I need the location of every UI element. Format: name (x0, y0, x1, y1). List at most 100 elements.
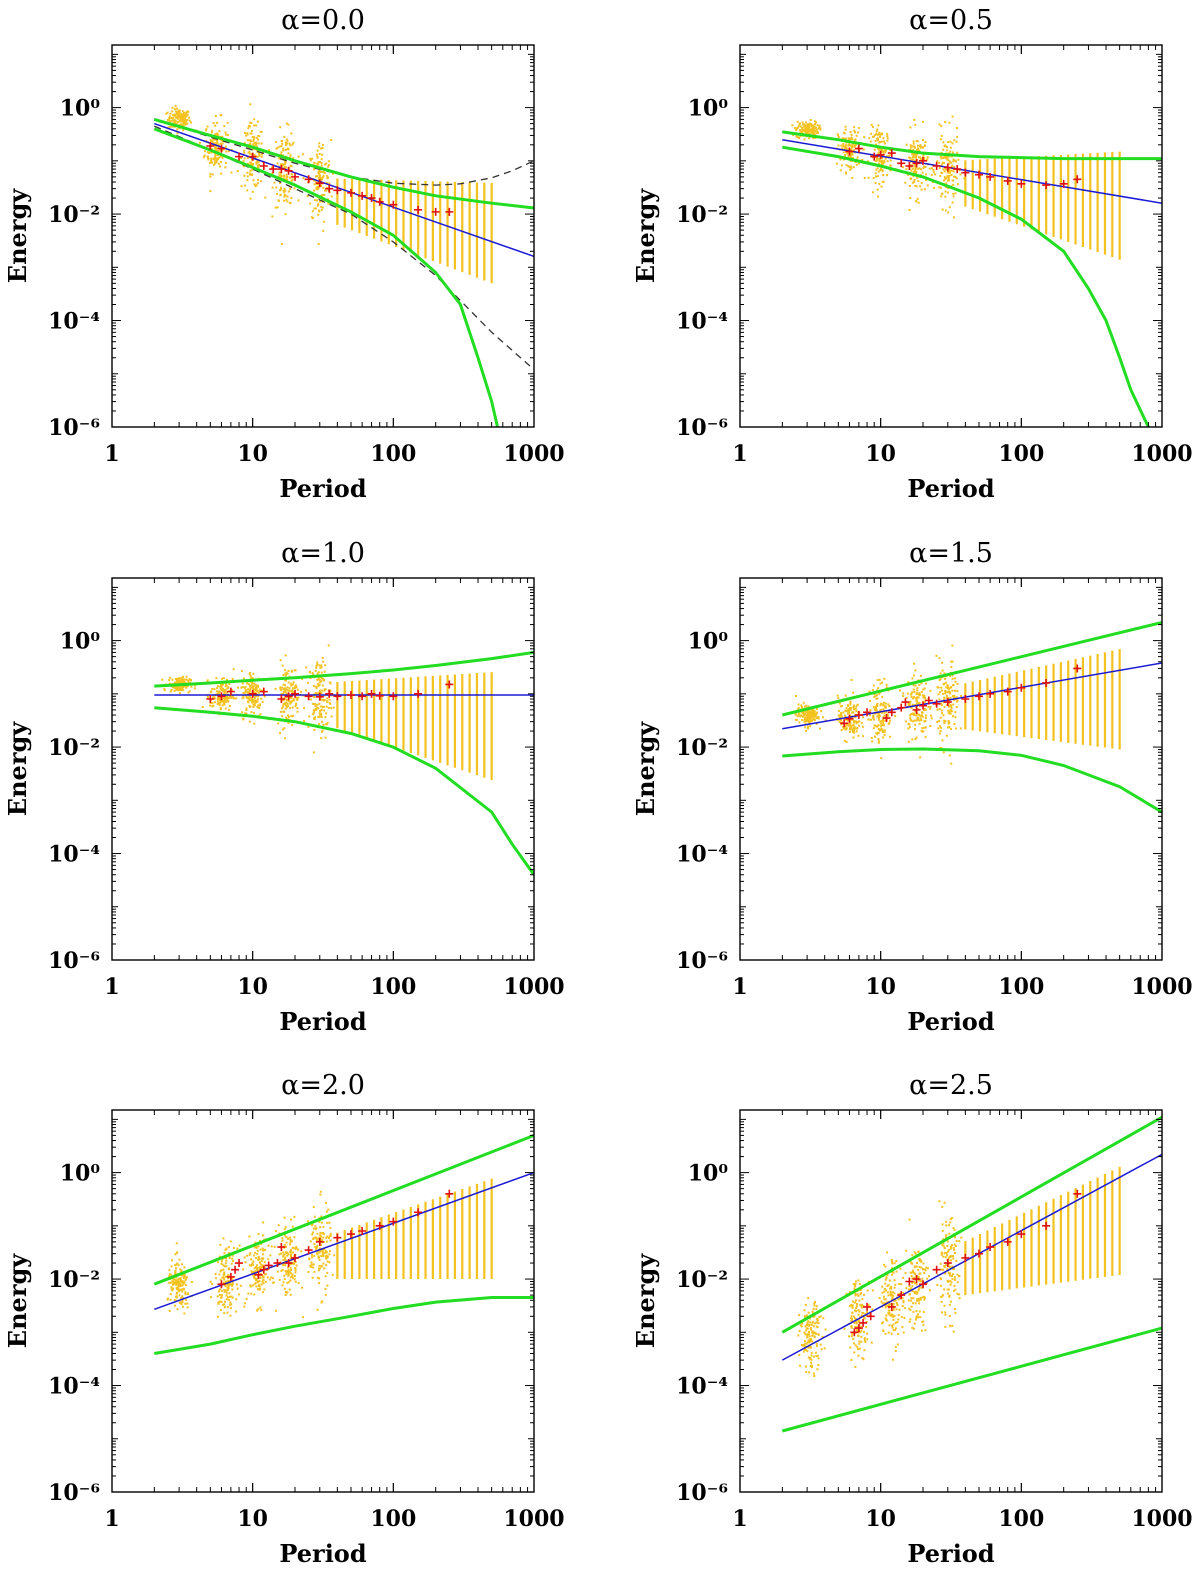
yellow-point (177, 1286, 180, 1289)
yellow-point (806, 711, 809, 714)
yellow-point (226, 1286, 229, 1289)
yellow-point (182, 120, 185, 123)
yellow-point (217, 162, 220, 165)
yellow-point (292, 699, 295, 702)
yellow-point (326, 177, 329, 180)
yellow-point (878, 133, 881, 136)
yellow-point (324, 1201, 327, 1204)
red-point (986, 172, 995, 181)
yellow-point (922, 120, 925, 123)
yellow-point (808, 1324, 811, 1327)
yellow-point (914, 172, 917, 175)
yellow-point (854, 131, 857, 134)
x-tick-label: 100 (998, 974, 1044, 1000)
yellow-point (313, 162, 316, 165)
yellow-point (283, 710, 286, 713)
yellow-point (325, 1257, 328, 1260)
yellow-point (947, 726, 950, 729)
yellow-point (290, 1262, 293, 1265)
red-point (217, 144, 226, 153)
yellow-point (810, 1366, 813, 1369)
yellow-point (922, 688, 925, 691)
yellow-point (176, 1281, 179, 1284)
yellow-point (284, 669, 287, 672)
yellow-point (319, 179, 322, 182)
yellow-point (328, 702, 331, 705)
yellow-point (915, 200, 918, 203)
red-point (264, 1261, 273, 1270)
yellow-point (182, 124, 185, 127)
yellow-point (840, 164, 843, 167)
yellow-point (946, 175, 949, 178)
yellow-point (209, 175, 212, 178)
yellow-point (263, 1267, 266, 1270)
yellow-point (243, 686, 246, 689)
yellow-point (262, 1282, 265, 1285)
yellow-point (289, 706, 292, 709)
yellow-point (938, 698, 941, 701)
yellow-point (944, 168, 947, 171)
yellow-point (283, 163, 286, 166)
yellow-point (951, 164, 954, 167)
yellow-point (855, 1310, 858, 1313)
yellow-point (277, 1224, 280, 1227)
chart-title: α=2.0 (281, 1070, 365, 1101)
yellow-point (288, 689, 291, 692)
yellow-point (924, 179, 927, 182)
yellow-point (860, 1335, 863, 1338)
yellow-point (316, 183, 319, 186)
yellow-point (816, 131, 819, 134)
yellow-point (290, 1269, 293, 1272)
yellow-point (946, 158, 949, 161)
yellow-point (258, 1261, 261, 1264)
yellow-point (813, 715, 816, 718)
yellow-point (320, 677, 323, 680)
yellow-point (850, 136, 853, 139)
yellow-point (858, 1283, 861, 1286)
yellow-point (909, 148, 912, 151)
yellow-point (284, 691, 287, 694)
yellow-point (269, 1278, 272, 1281)
yellow-point (876, 715, 879, 718)
yellow-point (163, 687, 166, 690)
red-point (235, 152, 244, 161)
yellow-point (801, 719, 804, 722)
yellow-point (951, 115, 954, 118)
red-point (445, 207, 454, 216)
yellow-point (947, 159, 950, 162)
red-point (912, 159, 921, 168)
yellow-point (249, 1264, 252, 1267)
yellow-point (322, 1241, 325, 1244)
yellow-point (243, 692, 246, 695)
yellow-point (171, 110, 174, 113)
yellow-point (269, 1254, 272, 1257)
yellow-point (917, 696, 920, 699)
yellow-point (321, 1250, 324, 1253)
yellow-point (178, 1281, 181, 1284)
red-point (943, 163, 952, 172)
yellow-point (912, 714, 915, 717)
yellow-point (318, 142, 321, 145)
yellow-point (231, 696, 234, 699)
yellow-point (282, 1259, 285, 1262)
yellow-point (313, 207, 316, 210)
yellow-point (235, 1298, 238, 1301)
yellow-point (870, 123, 873, 126)
yellow-point (809, 1326, 812, 1329)
yellow-point (246, 132, 249, 135)
yellow-point (245, 695, 248, 698)
yellow-point (290, 1249, 293, 1252)
yellow-point (253, 712, 256, 715)
yellow-point (288, 697, 291, 700)
yellow-point (804, 121, 807, 124)
yellow-point (258, 703, 261, 706)
yellow-point (249, 705, 252, 708)
yellow-point (322, 220, 325, 223)
yellow-point (322, 1252, 325, 1255)
yellow-point (924, 708, 927, 711)
yellow-point (327, 165, 330, 168)
yellow-point (231, 1288, 234, 1291)
yellow-point (805, 1371, 808, 1374)
yellow-point (218, 130, 221, 133)
yellow-point (184, 1302, 187, 1305)
